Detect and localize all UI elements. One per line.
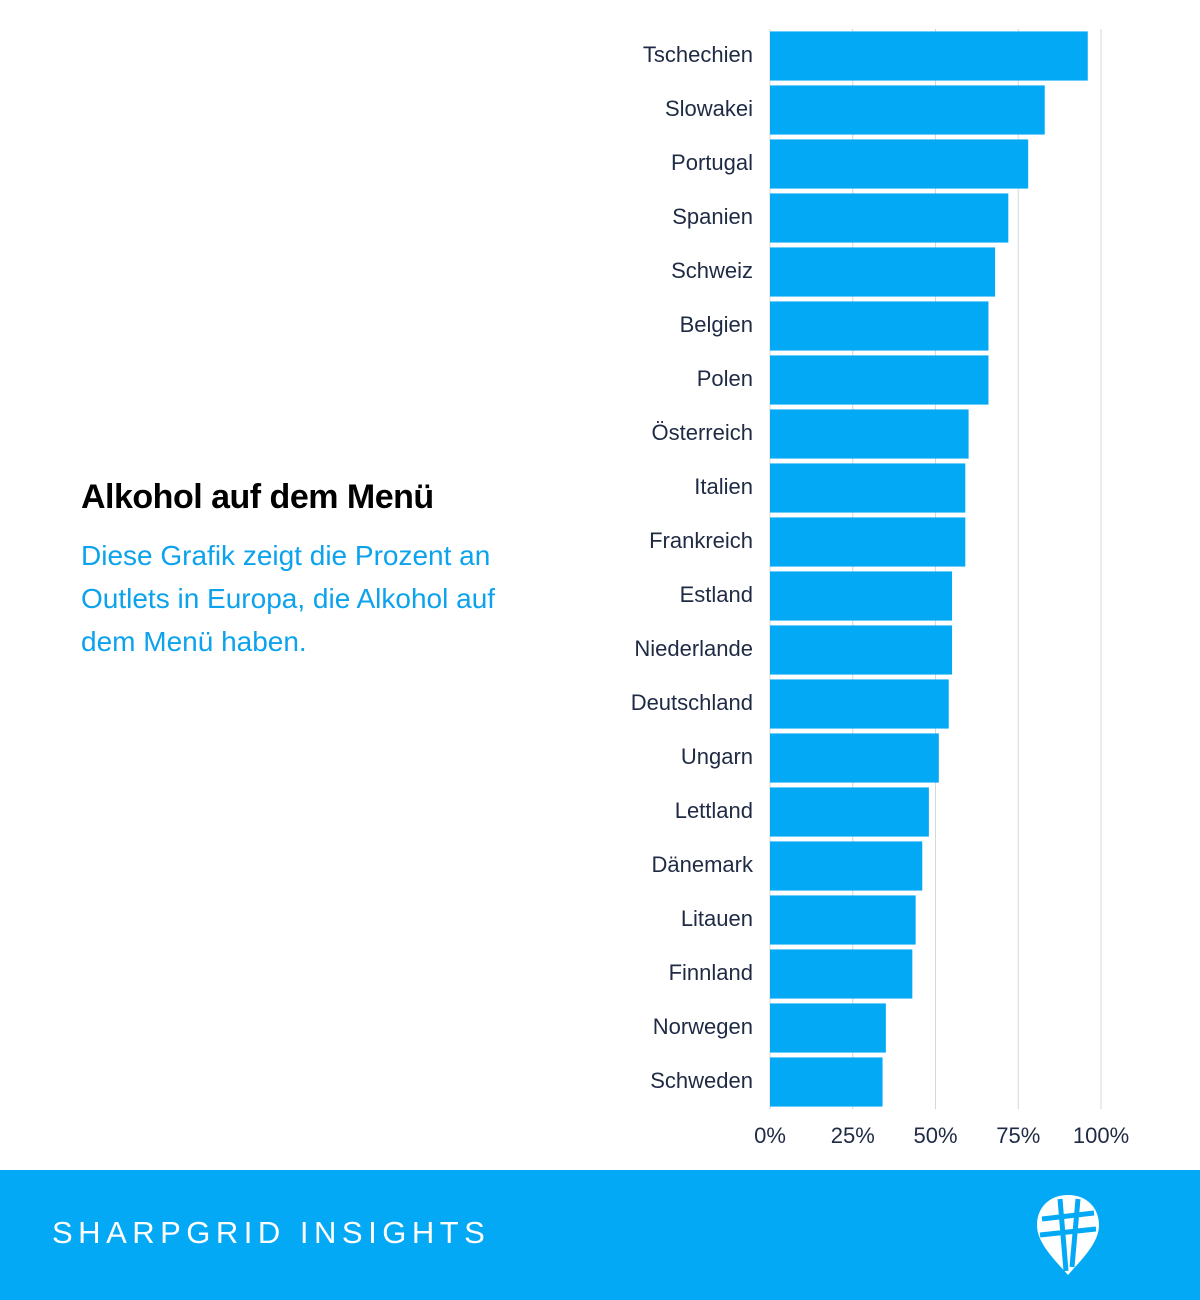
y-tick-label: Portugal: [671, 150, 753, 175]
y-tick-label: Belgien: [680, 312, 753, 337]
brand: SHARPGRID INSIGHTS: [52, 1215, 491, 1250]
bar: [770, 679, 949, 729]
y-tick-label: Finnland: [669, 960, 753, 985]
y-tick-label: Dänemark: [652, 852, 754, 877]
chart-subtitle: Diese Grafik zeigt die Prozent an Outlet…: [81, 540, 496, 657]
bar: [770, 787, 929, 837]
y-tick-label: Niederlande: [634, 636, 753, 661]
bar: [770, 895, 916, 945]
x-tick-label: 25%: [831, 1123, 875, 1148]
chart: 0% 25% 50% 75% 100% Tschechien Slowakei Portuga…: [631, 29, 1129, 1148]
bar: [770, 193, 1009, 243]
bar: [770, 355, 989, 405]
bar: [770, 139, 1029, 189]
bar: [770, 247, 996, 297]
y-tick-label: Ungarn: [681, 744, 753, 769]
footer: SHARPGRID INSIGHTS: [0, 1170, 1200, 1300]
y-tick-label: Lettland: [675, 798, 753, 823]
bar: [770, 517, 966, 567]
bar: [770, 85, 1045, 135]
y-tick-label: Tschechien: [643, 42, 753, 67]
y-tick-label: Schweden: [650, 1068, 753, 1093]
y-tick-label: Österreich: [652, 420, 753, 445]
bar: [770, 1003, 886, 1053]
bar: [770, 949, 913, 999]
bar: [770, 31, 1088, 81]
logo: [1037, 1195, 1099, 1275]
y-tick-label: Italien: [694, 474, 753, 499]
y-tick-label: Polen: [697, 366, 753, 391]
bar: [770, 463, 966, 513]
bar: [770, 571, 953, 621]
x-tick-label: 0%: [754, 1123, 786, 1148]
chart-title: Alkohol auf dem Menü: [81, 478, 434, 516]
bar: [770, 841, 923, 891]
y-tick-label: Schweiz: [671, 258, 753, 283]
x-tick-label: 75%: [996, 1123, 1040, 1148]
x-tick-label: 100%: [1073, 1123, 1129, 1148]
bar: [770, 733, 939, 783]
y-tick-label: Slowakei: [665, 96, 753, 121]
bar: [770, 1057, 883, 1107]
bar: [770, 409, 969, 459]
bar: [770, 301, 989, 351]
x-tick-label: 50%: [913, 1123, 957, 1148]
y-tick-label: Spanien: [672, 204, 753, 229]
y-tick-label: Frankreich: [649, 528, 753, 553]
y-tick-label: Litauen: [681, 906, 753, 931]
y-tick-label: Norwegen: [653, 1014, 753, 1039]
bar: [770, 625, 953, 675]
y-tick-label: Estland: [680, 582, 753, 607]
y-tick-label: Deutschland: [631, 690, 753, 715]
